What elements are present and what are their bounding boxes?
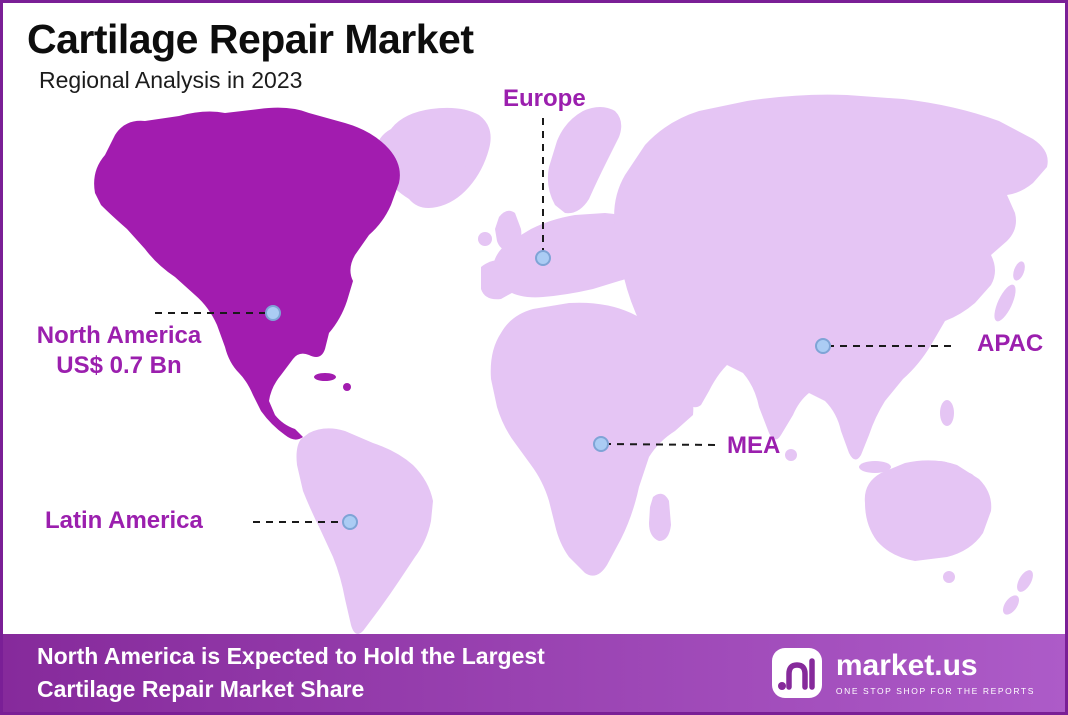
iceland-landmass xyxy=(448,151,474,167)
region-value-north-america: US$ 0.7 Bn xyxy=(56,352,182,379)
iberia-landmass xyxy=(481,259,527,300)
tasmania-island xyxy=(943,571,955,583)
region-label-latin-america: Latin America xyxy=(45,507,203,534)
latin-america-marker-dot xyxy=(342,514,358,530)
page-title: Cartilage Repair Market xyxy=(27,16,474,62)
sri-lanka-island xyxy=(785,449,797,461)
madagascar-landmass xyxy=(649,493,671,541)
region-label-north-america: North America US$ 0.7 Bn xyxy=(21,321,217,381)
japan-islands xyxy=(994,261,1025,322)
brand-tagline: ONE STOP SHOP FOR THE REPORTS xyxy=(835,685,1035,696)
africa-landmass xyxy=(490,302,694,576)
australia-landmass xyxy=(864,460,992,561)
brand-name: market.us xyxy=(835,648,978,682)
world-map xyxy=(94,94,1048,634)
mea-marker-dot xyxy=(593,436,609,452)
ireland-landmass xyxy=(478,232,492,246)
footer-headline-line1: North America is Expected to Hold the La… xyxy=(37,642,545,669)
region-label-mea: MEA xyxy=(727,432,781,459)
new-zealand-islands xyxy=(1003,570,1033,615)
caribbean-islands xyxy=(314,373,351,391)
uk-landmass xyxy=(495,210,522,250)
asia-landmass xyxy=(614,94,1048,460)
page-subtitle: Regional Analysis in 2023 xyxy=(39,67,303,94)
scandinavia-landmass xyxy=(547,107,622,214)
apac-marker-dot xyxy=(815,338,831,354)
north-america-marker-dot xyxy=(265,305,281,321)
europe-marker-dot xyxy=(535,250,551,266)
philippines-islands xyxy=(940,400,954,426)
market-us-logo-icon xyxy=(771,648,822,698)
region-label-europe: Europe xyxy=(503,85,586,112)
footer-banner: North America is Expected to Hold the La… xyxy=(3,634,1065,712)
footer-headline-line2: Cartilage Repair Market Share xyxy=(37,676,365,702)
footer-headline: North America is Expected to Hold the La… xyxy=(37,640,545,707)
greenland-landmass xyxy=(374,107,491,208)
south-america-landmass xyxy=(296,428,433,634)
north-america-landmass-highlighted xyxy=(94,107,400,440)
region-label-north-america-name: North America xyxy=(36,322,202,349)
brand-text: market.us ONE STOP SHOP FOR THE REPORTS xyxy=(835,648,1035,696)
region-label-apac: APAC xyxy=(977,330,1044,357)
mea-leader-line xyxy=(608,443,716,446)
brand-logo: market.us ONE STOP SHOP FOR THE REPORTS xyxy=(771,647,1035,699)
header: Cartilage Repair Market Regional Analysi… xyxy=(27,16,474,94)
